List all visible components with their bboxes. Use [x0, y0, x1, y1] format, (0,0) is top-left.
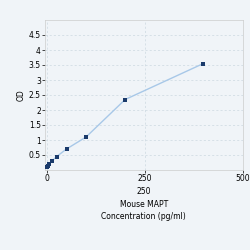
Point — [202, 62, 205, 66]
Point — [46, 164, 50, 168]
Point — [48, 162, 52, 166]
Point — [50, 159, 54, 163]
Point — [55, 154, 59, 158]
Point — [84, 135, 88, 139]
Point — [64, 147, 68, 151]
X-axis label: 250
Mouse MAPT
Concentration (pg/ml): 250 Mouse MAPT Concentration (pg/ml) — [102, 187, 186, 221]
Point — [123, 98, 127, 102]
Y-axis label: OD: OD — [17, 89, 26, 101]
Point — [45, 165, 49, 169]
